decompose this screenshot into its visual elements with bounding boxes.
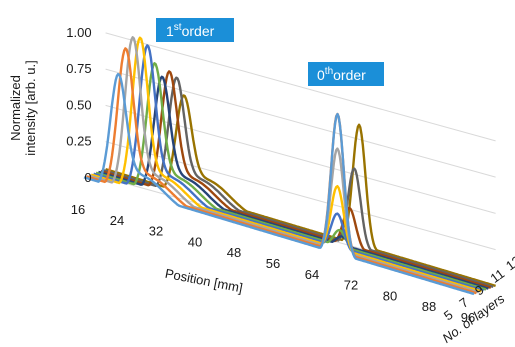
x-tick-label: 64 (305, 267, 319, 282)
y-tick-label: 0.25 (66, 134, 91, 149)
x-tick-label: 48 (227, 245, 241, 260)
x-tick-label: 40 (188, 234, 202, 249)
series-lines (83, 36, 496, 296)
z-tick-label: 7 (456, 295, 471, 311)
annotation-text: 0thorder (317, 66, 366, 83)
gridline (105, 68, 496, 178)
x-tick-label: 16 (71, 202, 85, 217)
annotation-first-order: 1storder (156, 18, 234, 42)
y-tick-labels: 0 0.25 0.50 0.75 1.00 (66, 25, 91, 185)
x-tick-label: 96 (461, 310, 475, 325)
series-line-2 (86, 47, 477, 295)
series-line-7 (98, 75, 489, 290)
z-tick-label: 5 (441, 307, 456, 323)
series-line-6 (95, 62, 487, 291)
x-tick-label: 32 (149, 224, 163, 239)
series-line-3 (88, 36, 480, 294)
x-tick-labels: 16 24 32 40 48 56 64 72 80 88 96 (71, 202, 475, 325)
series-line-9 (102, 76, 494, 288)
y-tick-label: 0.75 (66, 61, 91, 76)
x-tick-label: 80 (383, 288, 397, 303)
annotation-zeroth-order: 0thorder (308, 62, 384, 86)
annotation-text: 1storder (166, 22, 215, 39)
x-axis-label: Position [mm] (164, 266, 244, 296)
y-tick-label: 0.50 (66, 97, 91, 112)
y-tick-label: 1.00 (66, 25, 91, 40)
gridline (105, 32, 496, 142)
y-axis-label-line2: intensity [arb. u.] (23, 60, 38, 155)
annotation-badge (308, 62, 384, 86)
x-tick-label: 24 (110, 213, 124, 228)
series-line-1 (83, 72, 475, 296)
y-axis-label-line1: Normalized (8, 75, 23, 141)
series-line-5 (93, 44, 484, 292)
x-tick-label: 72 (344, 278, 358, 293)
annotation-badge (156, 18, 234, 42)
z-tick-label: 13 (503, 253, 515, 274)
z-tick-label: 11 (487, 266, 507, 286)
series-line-8 (100, 70, 492, 289)
x-tick-label: 88 (422, 299, 436, 314)
series-line-4 (90, 36, 482, 293)
x-tick-label: 56 (266, 256, 280, 271)
y-tick-label: 0 (84, 170, 91, 185)
